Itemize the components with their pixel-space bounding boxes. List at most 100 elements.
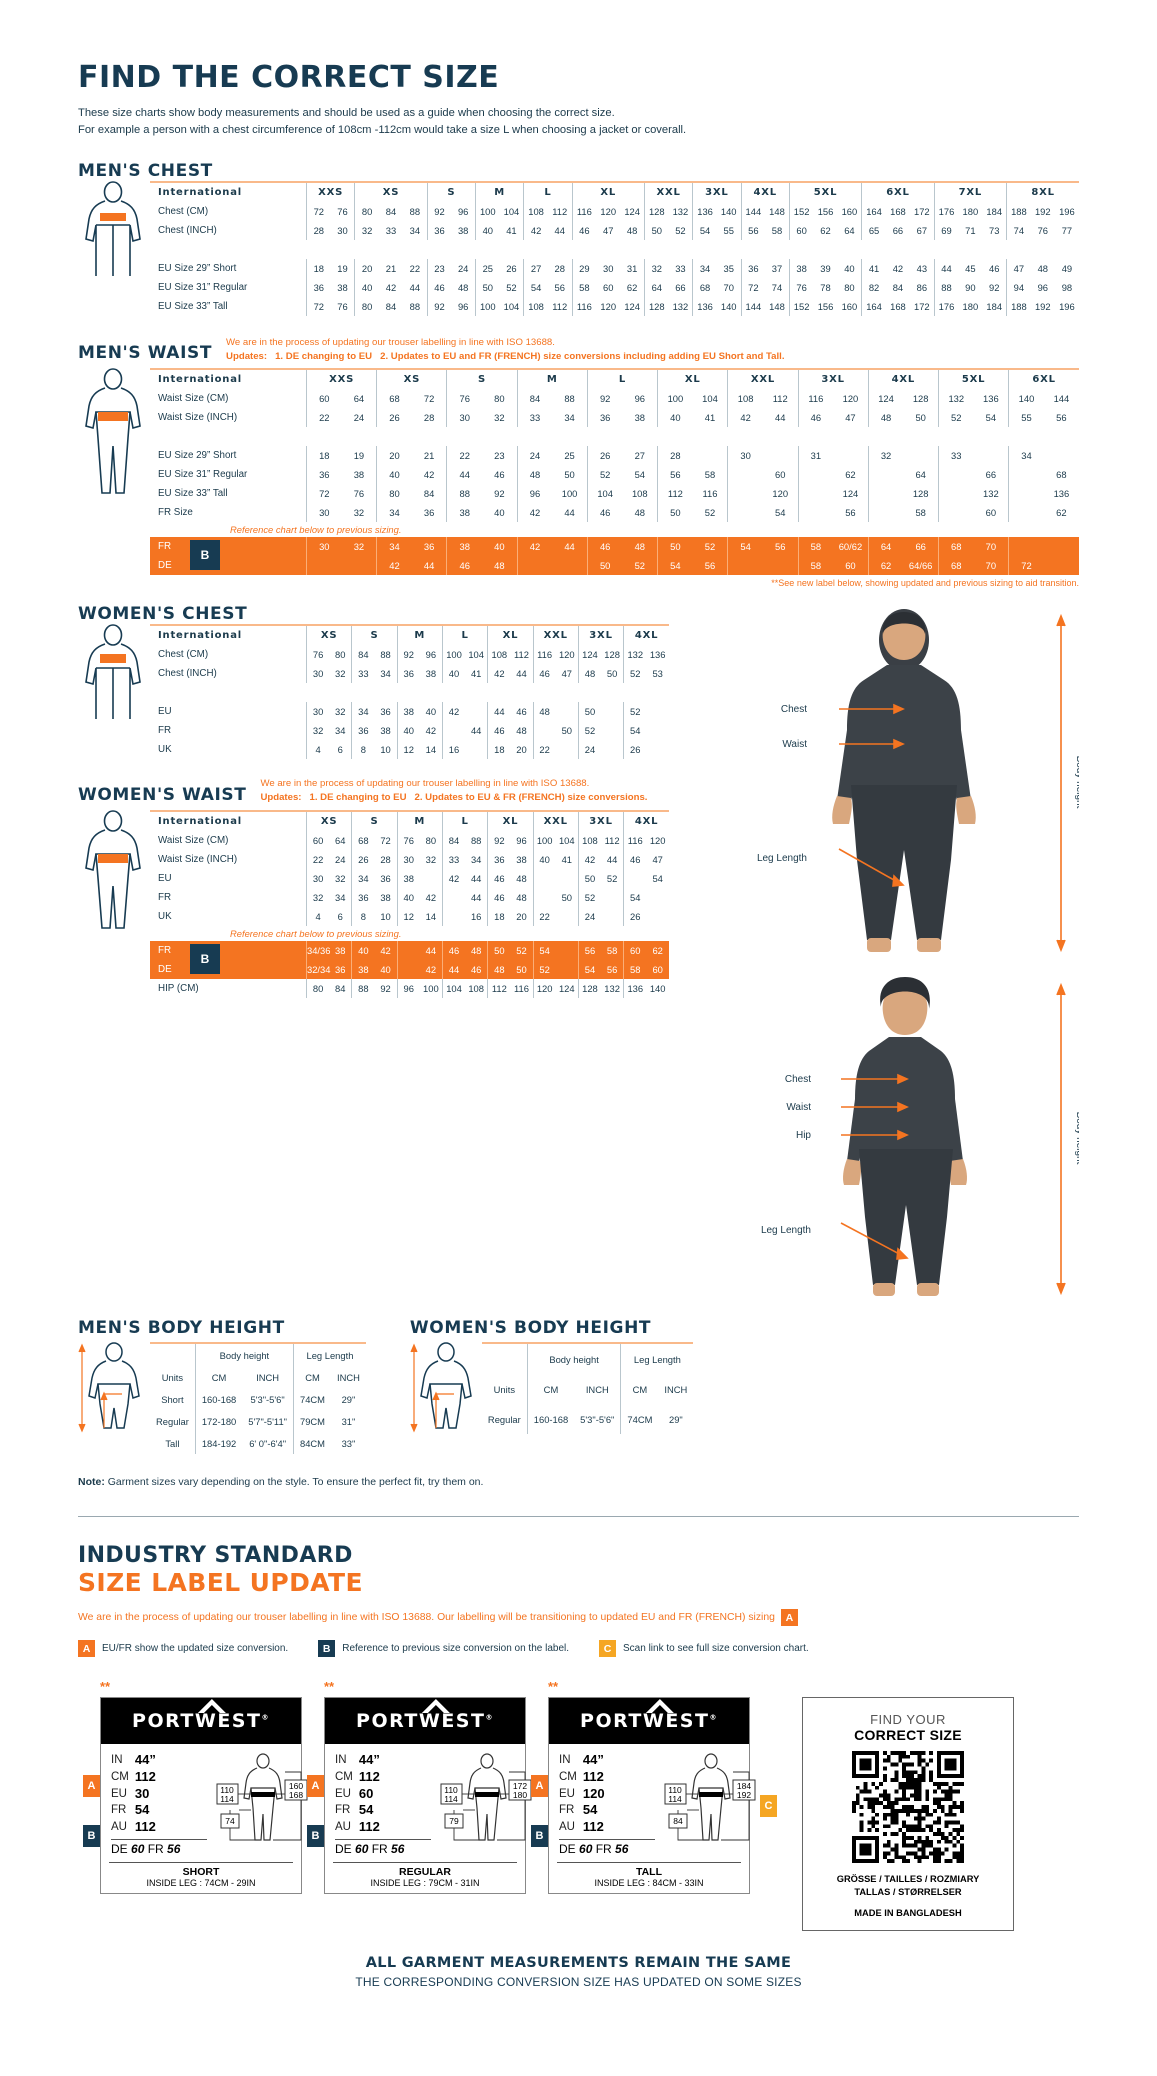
womens-waist-update-note: We are in the process of updating our tr… bbox=[260, 777, 669, 805]
data-cell: 46 bbox=[586, 537, 623, 557]
data-cell: 136 bbox=[692, 296, 717, 316]
row-label: FR bbox=[158, 725, 172, 737]
data-cell: 108 bbox=[727, 389, 763, 409]
data-cell: 96 bbox=[457, 300, 469, 312]
size-header-cell: XL bbox=[487, 624, 534, 646]
spec-unit: IN bbox=[111, 1754, 123, 1767]
spec-row: IN 44” bbox=[559, 1752, 611, 1769]
data-cell: 56 bbox=[1056, 412, 1067, 424]
data-cell: 36 bbox=[423, 507, 435, 519]
update-item-1: 1. DE changing to EU bbox=[309, 792, 407, 804]
data-cell: 37 bbox=[771, 262, 783, 274]
data-cell bbox=[532, 721, 556, 741]
size-header-cell: XXL bbox=[532, 810, 579, 832]
data-cell: 188 bbox=[1006, 296, 1031, 316]
data-cell: 116 bbox=[532, 645, 556, 665]
data-cell bbox=[441, 888, 466, 908]
size-header-cell: M bbox=[474, 180, 524, 202]
data-cell: 47 bbox=[845, 412, 856, 424]
spec-row: FR 54 bbox=[559, 1802, 611, 1819]
data-cell bbox=[465, 702, 488, 721]
data-cell: 38 bbox=[425, 668, 437, 680]
data-cell: 62 bbox=[646, 941, 669, 961]
data-cell: 46 bbox=[487, 721, 511, 741]
data-cell: 44 bbox=[446, 465, 483, 485]
label-inside-leg: INSIDE LEG : 79CM - 31IN bbox=[370, 1877, 480, 1888]
footer-line-2: THE CORRESPONDING CONVERSION SIZE HAS UP… bbox=[355, 1974, 802, 1989]
mens-waist-table: International XXS XS S M L XL XXL 3XL 4XL 5XL 6XL Wa… bbox=[150, 368, 1079, 523]
data-cell: 48 bbox=[634, 507, 645, 519]
previous-size-row: DE 32/34 36 38 40 42 44 46 48 50 52 54 56 58 60 bbox=[150, 960, 669, 980]
womens-waist-prev-table: FR 34/36 38 40 42 44 46 48 50 52 54 56 58 60 62 DE 32/34… bbox=[150, 941, 669, 999]
industry-title-1: INDUSTRY STANDARD bbox=[78, 1543, 353, 1569]
data-cell: 72 bbox=[305, 296, 331, 316]
data-cell: 100 bbox=[474, 296, 500, 316]
data-cell: 50 bbox=[564, 469, 575, 481]
portwest-roof-icon bbox=[419, 1697, 453, 1719]
data-cell: 33 bbox=[937, 446, 974, 466]
spec-row: AU 112 bbox=[559, 1819, 611, 1836]
svg-text:84: 84 bbox=[673, 1816, 683, 1826]
data-cell: 4 bbox=[306, 740, 330, 760]
portwest-label: PORTWEST® IN 44” CM 112 EU 60 FR 54 AU 112 DE 60 FR… bbox=[324, 1697, 532, 1894]
data-cell bbox=[762, 556, 799, 576]
data-cell: 24 bbox=[516, 446, 553, 466]
data-cell: 8 bbox=[351, 740, 375, 760]
data-cell: 54 bbox=[577, 960, 602, 980]
svg-text:180: 180 bbox=[513, 1790, 527, 1800]
data-cell: 54 bbox=[623, 888, 647, 908]
qr-code-icon[interactable] bbox=[852, 1751, 964, 1864]
womens-body-height-table: Body height Leg Length Units CM INCH CM INCH Re… bbox=[481, 1342, 694, 1435]
row-label: Waist Size (CM) bbox=[158, 393, 229, 405]
data-cell: 56 bbox=[657, 465, 693, 485]
data-cell: 112 bbox=[657, 484, 693, 504]
data-cell: 128 bbox=[912, 488, 929, 500]
data-cell: 124 bbox=[842, 488, 859, 500]
male-torso-figure-icon bbox=[78, 180, 148, 316]
data-cell: 80 bbox=[376, 484, 412, 504]
data-cell: 38 bbox=[329, 941, 352, 961]
data-cell: 26 bbox=[506, 262, 517, 274]
data-cell: 38 bbox=[396, 702, 420, 722]
data-cell bbox=[341, 556, 377, 576]
data-cell: 96 bbox=[396, 979, 420, 999]
data-cell: 52 bbox=[577, 888, 602, 908]
portwest-label: PORTWEST® IN 44” CM 112 EU 120 FR 54 AU 112 DE 60 F… bbox=[548, 1697, 756, 1894]
data-cell: 22 bbox=[532, 907, 556, 927]
row-label: DE bbox=[150, 960, 307, 980]
data-cell: 42 bbox=[523, 220, 548, 240]
data-cell: 32 bbox=[353, 507, 365, 519]
svg-text:Waist: Waist bbox=[786, 1102, 811, 1113]
table-row: EU Size 31” Regular 36 38 40 42 44 46 48 50 52 54 5… bbox=[150, 465, 1079, 485]
data-cell: 36 bbox=[426, 220, 452, 240]
data-cell: 36 bbox=[487, 850, 511, 870]
data-cell: 160 bbox=[841, 205, 858, 217]
data-cell: 44 bbox=[933, 258, 959, 278]
data-cell: 94 bbox=[1006, 277, 1031, 297]
male-model-figure: Chest Waist Leg Length Body height bbox=[689, 604, 1085, 969]
data-cell: 88 bbox=[470, 835, 482, 847]
data-cell: 48 bbox=[465, 941, 488, 961]
data-cell: 52 bbox=[623, 664, 647, 684]
data-cell bbox=[556, 702, 579, 721]
data-cell: 52 bbox=[606, 873, 618, 885]
data-cell: 72 bbox=[1008, 556, 1044, 576]
data-cell bbox=[601, 888, 624, 907]
data-cell bbox=[903, 446, 938, 465]
data-cell: 32/34 bbox=[306, 960, 330, 980]
section-heading-womens-waist: WOMEN'S WAIST bbox=[78, 785, 247, 806]
data-cell: 100 bbox=[561, 488, 578, 500]
data-cell: 54 bbox=[985, 412, 997, 424]
table-row: Waist Size (INCH) 22 24 26 28 30 32 33 34 36 38 40 4… bbox=[150, 408, 1079, 428]
label-body: IN 44” CM 112 EU 60 FR 54 AU 112 DE 60 FR 56 110 114… bbox=[325, 1744, 532, 1859]
label-diagram: 110 114 160 168 74 bbox=[211, 1752, 311, 1855]
section-heading-womens-chest: WOMEN'S CHEST bbox=[78, 604, 248, 625]
data-cell bbox=[555, 960, 579, 980]
data-cell: 42 bbox=[374, 941, 398, 961]
spec-unit: EU bbox=[559, 1787, 575, 1800]
data-cell: 48 bbox=[867, 408, 904, 428]
size-header-cell: L bbox=[441, 624, 488, 646]
col-group: Leg Length bbox=[292, 1342, 366, 1367]
data-cell: 58 bbox=[797, 556, 834, 576]
data-cell: 50 bbox=[586, 556, 623, 576]
